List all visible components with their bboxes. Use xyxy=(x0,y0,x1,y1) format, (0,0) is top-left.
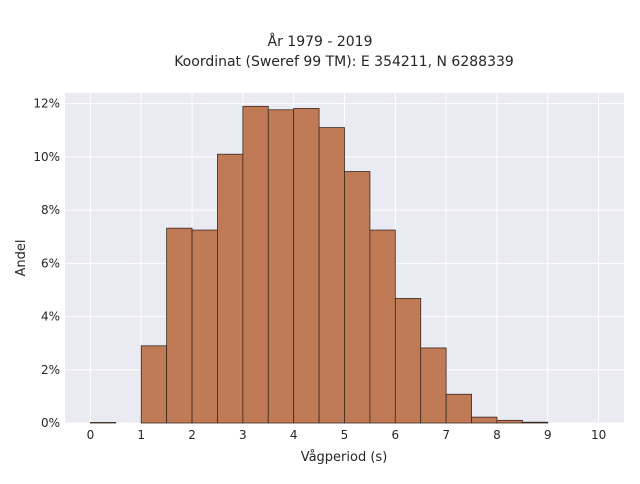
x-tick-label: 9 xyxy=(544,428,552,442)
x-tick-label: 8 xyxy=(493,428,501,442)
histogram-bar xyxy=(394,298,422,424)
y-tick-label: 6% xyxy=(41,256,60,270)
x-tick-label: 5 xyxy=(341,428,349,442)
histogram-bar xyxy=(242,105,269,424)
histogram-bar xyxy=(496,419,523,424)
x-tick-label: 10 xyxy=(591,428,606,442)
histogram-bar xyxy=(318,127,345,424)
y-tick-label: 8% xyxy=(41,203,60,217)
x-tick-label: 2 xyxy=(188,428,196,442)
x-tick-label: 7 xyxy=(442,428,450,442)
x-tick-label: 3 xyxy=(239,428,247,442)
histogram-bar xyxy=(166,227,193,424)
y-tick-label: 12% xyxy=(33,97,60,111)
y-tick-label: 4% xyxy=(41,310,60,324)
histogram-bar xyxy=(445,393,472,424)
y-tick-label: 0% xyxy=(41,416,60,430)
x-axis-label: Vågperiod (s) xyxy=(301,450,388,465)
histogram-bar xyxy=(267,109,295,424)
y-tick-label: 10% xyxy=(33,150,60,164)
histogram-bar xyxy=(293,108,320,424)
histogram-bar xyxy=(471,416,498,424)
x-tick-label: 1 xyxy=(137,428,145,442)
histogram-bar xyxy=(420,347,447,424)
histogram-bar xyxy=(191,229,218,424)
x-tick-label: 0 xyxy=(87,428,95,442)
x-axis-ticks: 0 1 2 3 4 5 6 7 8 9 10 xyxy=(87,428,607,442)
chart-title-line-2: Koordinat (Sweref 99 TM): E 354211, N 62… xyxy=(174,54,514,70)
y-axis-label: Andel xyxy=(14,240,29,277)
histogram-bar xyxy=(369,229,396,424)
x-tick-label: 4 xyxy=(290,428,298,442)
histogram-bar xyxy=(521,421,549,424)
bars xyxy=(90,105,549,424)
x-tick-label: 6 xyxy=(391,428,399,442)
histogram-bar xyxy=(140,345,168,424)
histogram-bar xyxy=(217,153,244,424)
chart-title-line-1: År 1979 - 2019 xyxy=(268,33,373,50)
histogram-bar xyxy=(344,171,371,424)
y-tick-label: 2% xyxy=(41,363,60,377)
histogram-bar xyxy=(90,422,117,424)
y-axis-ticks: 0% 2% 4% 6% 8% 10% 12% xyxy=(33,97,60,430)
